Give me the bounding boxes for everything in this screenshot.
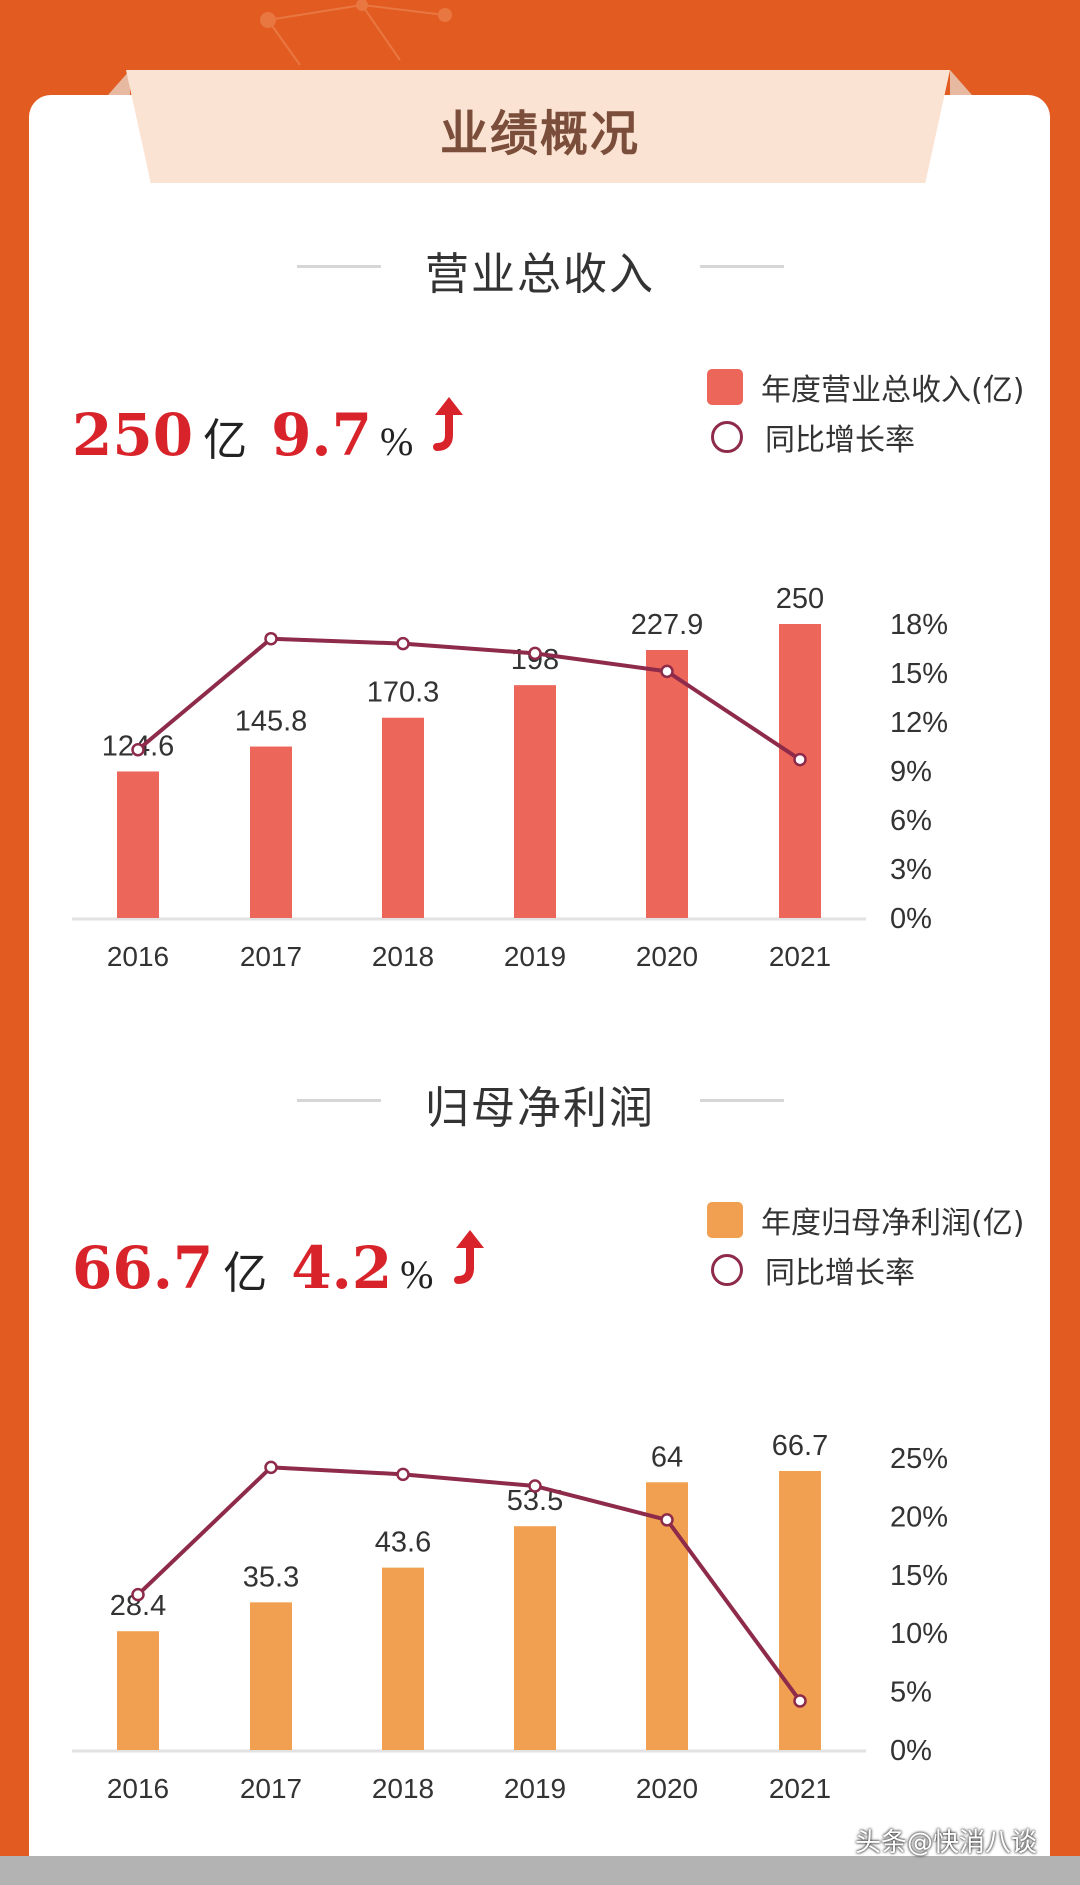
bar-value-label: 227.9 <box>631 609 704 641</box>
x-tick-label: 2019 <box>504 941 566 972</box>
title-divider-right <box>700 1099 784 1102</box>
legend-swatch-bar <box>707 369 743 405</box>
bar-value-label: 43.6 <box>375 1527 431 1559</box>
right-axis-tick-label: 10% <box>890 1618 948 1650</box>
growth-rate-point <box>660 664 674 679</box>
legend-item-bar: 年度归母净利润(亿) <box>707 1195 1024 1245</box>
headline-unit: 亿 <box>203 415 248 466</box>
revenue-headline: 250 亿 9.7 % <box>72 395 467 469</box>
legend-label-line: 同比增长率 <box>765 423 915 458</box>
growth-rate-point <box>528 646 542 661</box>
growth-rate-point <box>264 1460 278 1475</box>
legend-label-bar: 年度归母净利润(亿) <box>761 1206 1025 1241</box>
growth-rate-point <box>264 631 278 646</box>
headline-growth: 9.7 <box>271 401 372 469</box>
legend-marker-line <box>711 421 743 453</box>
growth-rate-point <box>528 1479 542 1493</box>
growth-rate-point <box>793 1694 807 1708</box>
title-ribbon <box>126 70 950 183</box>
legend-swatch-bar <box>707 1202 743 1238</box>
bar <box>646 649 688 918</box>
bottom-bar <box>0 1856 1080 1885</box>
x-tick-label: 2019 <box>504 1773 566 1804</box>
bar-value-label: 66.7 <box>772 1430 828 1462</box>
bar <box>250 1602 292 1750</box>
section-title-revenue: 营业总收入 <box>425 249 655 300</box>
x-tick-label: 2021 <box>769 1773 831 1804</box>
bar <box>646 1482 688 1750</box>
growth-rate-point <box>396 636 410 651</box>
bar-value-label: 35.3 <box>243 1561 299 1593</box>
bar <box>779 624 821 918</box>
right-axis-tick-label: 6% <box>890 805 932 837</box>
x-tick-label: 2018 <box>372 941 434 972</box>
legend-item-line: 同比增长率 <box>707 1245 1024 1295</box>
growth-rate-line <box>136 636 802 762</box>
bar <box>382 717 424 918</box>
section-title-profit: 归母净利润 <box>425 1083 655 1134</box>
right-axis-tick-label: 20% <box>890 1501 948 1533</box>
headline-unit: 亿 <box>223 1248 268 1299</box>
bar <box>514 1526 556 1750</box>
x-tick-label: 2017 <box>240 1773 302 1804</box>
headline-value: 66.7 <box>72 1234 214 1302</box>
bar <box>382 1567 424 1750</box>
title-divider-left <box>297 1099 381 1102</box>
growth-rate-point <box>793 752 807 767</box>
legend-label-bar: 年度营业总收入(亿) <box>761 373 1025 408</box>
right-axis-tick-label: 25% <box>890 1443 948 1475</box>
headline-growth-unit: % <box>400 1252 434 1297</box>
growth-rate-point <box>131 743 145 757</box>
legend-item-line: 同比增长率 <box>707 412 1024 462</box>
x-tick-label: 2017 <box>240 941 302 972</box>
headline-growth-unit: % <box>379 419 414 464</box>
watermark: 头条@快消八谈 <box>855 1828 1038 1858</box>
right-axis-tick-label: 0% <box>890 1735 932 1767</box>
x-tick-label: 2016 <box>107 1773 169 1804</box>
bar <box>250 746 292 918</box>
x-tick-label: 2020 <box>636 941 698 972</box>
bar-value-label: 64 <box>651 1441 683 1473</box>
growth-rate-line <box>136 1465 802 1703</box>
right-axis-tick-label: 9% <box>890 756 932 788</box>
bar-value-label: 250 <box>776 583 824 615</box>
growth-rate-point <box>660 1513 674 1527</box>
page-title: 业绩概况 <box>439 106 640 162</box>
arrow-up-icon <box>433 397 464 451</box>
legend-label-line: 同比增长率 <box>765 1256 915 1291</box>
growth-rate-point <box>396 1467 410 1482</box>
arrow-up-icon <box>453 1230 484 1284</box>
bar-value-label: 145.8 <box>235 706 308 738</box>
title-divider-left <box>297 265 381 268</box>
background-network-decoration <box>260 0 452 66</box>
right-axis-tick-label: 0% <box>890 903 932 935</box>
right-axis-tick-label: 5% <box>890 1677 932 1709</box>
profit-headline: 66.7 亿 4.2 % <box>72 1228 488 1302</box>
x-tick-label: 2021 <box>769 941 831 972</box>
legend-item-bar: 年度营业总收入(亿) <box>707 362 1024 412</box>
bar <box>117 771 159 918</box>
headline-growth: 4.2 <box>291 1234 393 1302</box>
legend-marker-line <box>711 1254 743 1286</box>
headline-value: 250 <box>72 401 194 469</box>
x-tick-label: 2016 <box>107 941 169 972</box>
growth-rate-point <box>131 1587 145 1602</box>
title-divider-right <box>700 265 784 268</box>
right-axis-tick-label: 3% <box>890 854 932 886</box>
bar <box>117 1631 159 1750</box>
x-tick-label: 2018 <box>372 1773 434 1804</box>
profit-legend: 年度归母净利润(亿) 同比增长率 <box>707 1195 1024 1295</box>
x-tick-label: 2020 <box>636 1773 698 1804</box>
ribbon-fold-right <box>950 70 972 95</box>
bar <box>514 685 556 918</box>
revenue-legend: 年度营业总收入(亿) 同比增长率 <box>707 362 1024 462</box>
right-axis-tick-label: 15% <box>890 658 948 690</box>
right-axis-tick-label: 12% <box>890 707 948 739</box>
right-axis-tick-label: 18% <box>890 609 948 641</box>
bar <box>779 1471 821 1750</box>
right-axis-tick-label: 15% <box>890 1560 948 1592</box>
ribbon-fold-left <box>108 70 130 95</box>
bar-value-label: 170.3 <box>367 677 440 709</box>
